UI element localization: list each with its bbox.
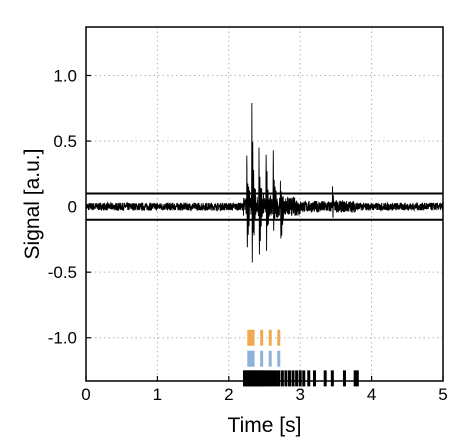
x-tick-label-3: 3	[295, 385, 304, 404]
x-axis-label: Time [s]	[228, 414, 302, 437]
signal-trace	[85, 103, 444, 263]
plot-frame	[85, 26, 444, 382]
x-tick-label-2: 2	[224, 385, 233, 404]
y-tick-label-1: 0.5	[53, 132, 77, 151]
x-tick-label-5: 5	[438, 385, 447, 404]
y-axis-ticks: 1.0 0.5 0 -0.5 -1.0	[48, 67, 91, 348]
event-raster	[243, 329, 359, 387]
x-axis-ticks: 0 1 2 3 4 5	[81, 376, 448, 404]
x-tick-label-4: 4	[367, 385, 376, 404]
x-tick-label-0: 0	[81, 385, 90, 404]
x-tick-label-1: 1	[153, 385, 162, 404]
threshold-lines	[86, 192, 443, 221]
y-tick-label-4: -1.0	[48, 329, 77, 348]
signal-line	[85, 103, 444, 263]
y-axis-label: Signal [a.u.]	[21, 149, 44, 260]
y-tick-label-3: -0.5	[48, 263, 77, 282]
y-tick-label-0: 1.0	[53, 67, 77, 86]
y-tick-label-2: 0	[68, 198, 77, 217]
